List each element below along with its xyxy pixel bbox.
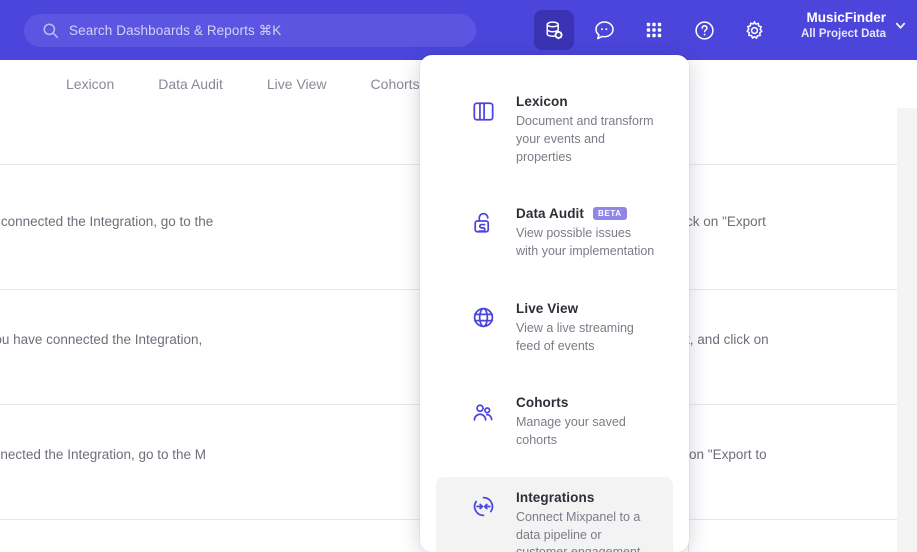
menu-spacer (420, 463, 689, 477)
menu-spacer (420, 179, 689, 193)
row-action-cell (688, 520, 897, 552)
globe-icon (468, 303, 498, 333)
chevron-down-icon (894, 19, 907, 32)
people-icon (468, 397, 498, 427)
menu-item-text: Data Audit BETA View possible issues wit… (516, 206, 655, 261)
row-description-cell: es on Appcues. Once you have connected t… (0, 405, 752, 487)
tab-cohorts-label: Cohorts (370, 76, 420, 92)
menu-item-text: Cohorts Manage your saved cohorts (516, 395, 655, 450)
help-circle-icon-button[interactable] (684, 10, 724, 50)
menu-item-title-row: Cohorts (516, 395, 655, 410)
menu-item-text: Lexicon Document and transform your even… (516, 94, 655, 166)
tab-lexicon-label: Lexicon (66, 76, 115, 92)
row-description-cell: Segments on Xtremepush. Once you have co… (0, 290, 752, 372)
menu-spacer (420, 368, 689, 382)
search-input[interactable]: Search Dashboards & Reports ⌘K (24, 14, 476, 47)
menu-item-description: Connect Mixpanel to a data pipeline or c… (516, 509, 641, 552)
menu-item-title: Live View (516, 300, 579, 316)
data-management-icon (543, 19, 566, 42)
vertical-scrollbar[interactable] (897, 108, 917, 552)
project-subtitle: All Project Data (801, 27, 886, 40)
search-placeholder-text: Search Dashboards & Reports ⌘K (69, 22, 282, 38)
integrations-arrows-icon (468, 492, 498, 522)
menu-item-title-row: Lexicon (516, 94, 655, 109)
menu-item-description: Document and transform your events and p… (516, 114, 654, 164)
menu-item-title: Integrations (516, 489, 595, 505)
row-description-cell: es on WebEngage. Once you have connected… (0, 165, 752, 254)
data-audit-icon (468, 208, 498, 238)
menu-spacer (420, 274, 689, 288)
menu-item-title-row: Data Audit BETA (516, 206, 655, 221)
gear-icon-button[interactable] (734, 10, 774, 50)
menu-item-title: Data Audit (516, 206, 584, 222)
menu-item-description: View possible issues with your implement… (516, 226, 655, 258)
tab-lexicon[interactable]: Lexicon (44, 60, 136, 108)
search-icon (42, 22, 59, 39)
menu-item-title-row: Integrations (516, 490, 655, 505)
header-icon-group (534, 10, 774, 50)
data-management-icon-button[interactable] (534, 10, 574, 50)
project-selector[interactable]: MusicFinder All Project Data (801, 10, 907, 41)
row-description-text-line1: es on Appcues. Once you have connected t… (0, 447, 207, 462)
help-circle-icon (693, 19, 716, 42)
menu-item-title-row: Live View (516, 301, 655, 316)
row-action-cell: hort, and click on "Export to (602, 405, 897, 520)
menu-item-cohorts[interactable]: Cohorts Manage your saved cohorts (436, 382, 673, 463)
row-action-cell (688, 108, 897, 165)
status-badge: BETA (593, 207, 627, 221)
chat-bubble-icon (593, 19, 616, 42)
data-management-dropdown-menu: Lexicon Document and transform your even… (420, 55, 689, 552)
tab-data-audit-label: Data Audit (158, 76, 223, 92)
tab-live-view-label: Live View (266, 76, 327, 92)
menu-item-live-view[interactable]: Live View View a live streaming feed of … (436, 288, 673, 369)
menu-item-integrations[interactable]: Integrations Connect Mixpanel to a data … (436, 476, 673, 552)
menu-item-lexicon[interactable]: Lexicon Document and transform your even… (436, 81, 673, 179)
tab-live-view[interactable]: Live View (245, 60, 349, 108)
menu-item-title: Lexicon (516, 94, 568, 109)
apps-grid-icon-button[interactable] (634, 10, 674, 50)
row-action-cell: cohort, and click on "Export (602, 165, 897, 290)
tab-cohorts[interactable]: Cohorts (349, 60, 442, 108)
tab-data-audit[interactable]: Data Audit (136, 60, 245, 108)
menu-item-data-audit[interactable]: Data Audit BETA View possible issues wit… (436, 193, 673, 274)
row-description-text-line1: Segments on Xtremepush. Once you have co… (0, 332, 203, 347)
project-text: MusicFinder All Project Data (801, 10, 886, 41)
menu-item-description: Manage your saved cohorts (516, 415, 626, 447)
row-description-text-line1: es on WebEngage. Once you have connected… (0, 214, 214, 229)
menu-item-text: Integrations Connect Mixpanel to a data … (516, 490, 655, 552)
project-name: MusicFinder (806, 10, 886, 25)
apps-grid-icon (643, 19, 665, 41)
chat-bubble-icon-button[interactable] (584, 10, 624, 50)
menu-item-title: Cohorts (516, 395, 569, 411)
top-header-bar: Search Dashboards & Reports ⌘K (0, 0, 917, 60)
gear-icon (743, 19, 766, 42)
lexicon-columns-icon (468, 96, 498, 126)
row-action-cell: select a cohort, and click on (602, 290, 897, 405)
menu-item-text: Live View View a live streaming feed of … (516, 301, 655, 356)
menu-item-description: View a live streaming feed of events (516, 320, 634, 353)
